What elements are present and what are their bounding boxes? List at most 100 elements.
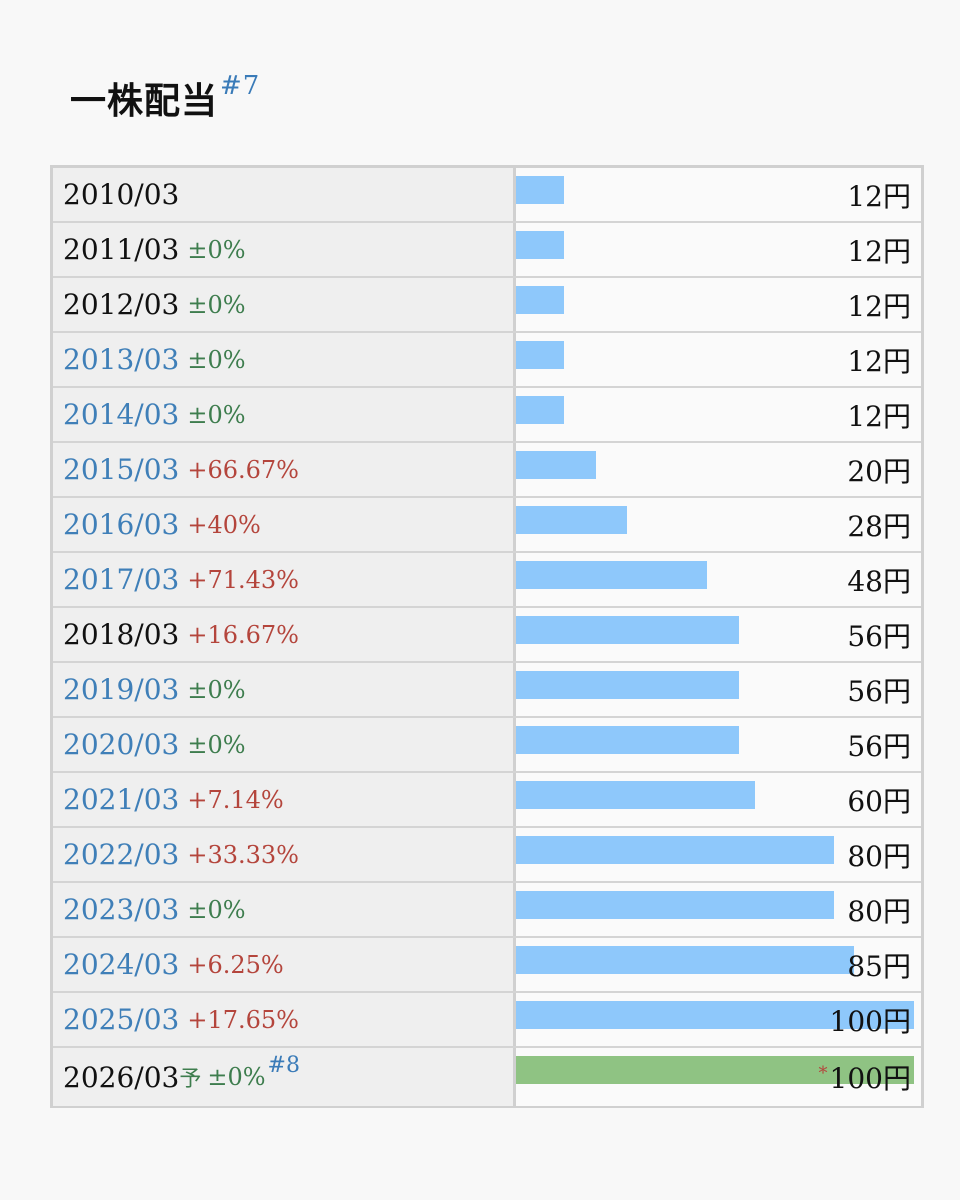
bar-cell: 20円	[516, 443, 921, 496]
bar-cell: 48円	[516, 553, 921, 606]
bar-cell: 80円	[516, 883, 921, 936]
bar-cell: 85円	[516, 938, 921, 991]
bar-cell: 56円	[516, 718, 921, 771]
period-link[interactable]: 2022/03	[63, 838, 180, 871]
dividend-bar	[516, 836, 834, 864]
forecast-mark: 予	[179, 1067, 202, 1092]
period-link[interactable]: 2014/03	[63, 398, 180, 431]
bar-cell: 100円	[516, 993, 921, 1046]
period-label: 2018/03	[63, 618, 180, 651]
period-cell: 2022/03 +33.33%	[53, 828, 516, 881]
dividend-value: 28円	[847, 498, 911, 551]
dividend-bar	[516, 176, 564, 204]
change-rate: +16.67%	[187, 620, 299, 649]
dividend-value-text: 20円	[847, 454, 911, 488]
dividend-value: 60円	[847, 773, 911, 826]
dividend-bar	[516, 396, 564, 424]
table-row: 2023/03 ±0% 80円	[53, 883, 921, 938]
dividend-value-text: 85円	[847, 949, 911, 983]
table-row: 2018/03 +16.67% 56円	[53, 608, 921, 663]
change-rate: +66.67%	[187, 455, 299, 484]
change-rate: +33.33%	[187, 840, 299, 869]
period-cell: 2010/03	[53, 168, 516, 221]
period-cell: 2012/03 ±0%	[53, 278, 516, 331]
period-cell: 2013/03 ±0%	[53, 333, 516, 386]
dividend-bar	[516, 561, 707, 589]
period-link[interactable]: 2024/03	[63, 948, 180, 981]
period-cell: 2017/03 +71.43%	[53, 553, 516, 606]
page-title: 一株配当#7	[70, 71, 261, 124]
period-cell: 2026/03 予 ±0% #8	[53, 1048, 516, 1106]
dividend-value-text: 80円	[847, 894, 911, 928]
dividend-value: 12円	[847, 223, 911, 276]
table-row: 2024/03 +6.25% 85円	[53, 938, 921, 993]
period-link[interactable]: 2019/03	[63, 673, 180, 706]
dividend-value: 48円	[847, 553, 911, 606]
dividend-bar	[516, 341, 564, 369]
table-row: 2012/03 ±0% 12円	[53, 278, 921, 333]
period-link[interactable]: 2020/03	[63, 728, 180, 761]
dividend-table: 2010/03 12円 2011/03 ±0% 12円 2012/03 ±0% 12円 2013…	[50, 165, 924, 1108]
dividend-value-text: 56円	[847, 729, 911, 763]
table-row: 2021/03 +7.14% 60円	[53, 773, 921, 828]
change-rate: +17.65%	[187, 1005, 299, 1034]
change-rate: ±0%	[187, 290, 246, 319]
page-title-text: 一株配当	[70, 80, 219, 122]
period-link[interactable]: 2016/03	[63, 508, 180, 541]
dividend-bar	[516, 506, 627, 534]
table-row: 2025/03 +17.65% 100円	[53, 993, 921, 1048]
period-cell: 2025/03 +17.65%	[53, 993, 516, 1046]
dividend-value: 80円	[847, 883, 911, 936]
period-cell: 2014/03 ±0%	[53, 388, 516, 441]
dividend-bar	[516, 781, 755, 809]
period-link[interactable]: 2015/03	[63, 453, 180, 486]
bar-cell: 60円	[516, 773, 921, 826]
bar-cell: * 100円	[516, 1048, 921, 1106]
change-rate: ±0%	[187, 345, 246, 374]
dividend-value: * 100円	[819, 1048, 911, 1106]
table-row: 2017/03 +71.43% 48円	[53, 553, 921, 608]
dividend-value-text: 12円	[847, 399, 911, 433]
dividend-bar	[516, 616, 739, 644]
dividend-value-text: 28円	[847, 509, 911, 543]
period-link[interactable]: 2013/03	[63, 343, 180, 376]
period-link[interactable]: 2017/03	[63, 563, 180, 596]
change-rate: +40%	[187, 510, 261, 539]
change-rate: +6.25%	[187, 950, 284, 979]
table-row: 2022/03 +33.33% 80円	[53, 828, 921, 883]
period-cell: 2020/03 ±0%	[53, 718, 516, 771]
table-row: 2015/03 +66.67% 20円	[53, 443, 921, 498]
dividend-value-text: 12円	[847, 344, 911, 378]
forecast-note-link[interactable]: #8	[267, 1052, 300, 1078]
bar-cell: 12円	[516, 223, 921, 276]
dividend-value-text: 60円	[847, 784, 911, 818]
title-note-link[interactable]: #7	[220, 71, 261, 101]
dividend-value-text: 12円	[847, 179, 911, 213]
dividend-value: 12円	[847, 168, 911, 221]
period-link[interactable]: 2023/03	[63, 893, 180, 926]
dividend-bar	[516, 231, 564, 259]
dividend-bar	[516, 726, 739, 754]
table-row: 2019/03 ±0% 56円	[53, 663, 921, 718]
period-link[interactable]: 2025/03	[63, 1003, 180, 1036]
table-row: 2020/03 ±0% 56円	[53, 718, 921, 773]
bar-cell: 80円	[516, 828, 921, 881]
dividend-value-text: 100円	[829, 1004, 911, 1038]
period-cell: 2011/03 ±0%	[53, 223, 516, 276]
table-row: 2010/03 12円	[53, 168, 921, 223]
dividend-value-text: 100円	[829, 1062, 911, 1095]
bar-cell: 12円	[516, 278, 921, 331]
dividend-bar	[516, 451, 596, 479]
period-link[interactable]: 2021/03	[63, 783, 180, 816]
table-row: 2011/03 ±0% 12円	[53, 223, 921, 278]
period-cell: 2024/03 +6.25%	[53, 938, 516, 991]
period-cell: 2019/03 ±0%	[53, 663, 516, 716]
dividend-bar	[516, 1001, 914, 1029]
forecast-asterisk: *	[818, 1062, 828, 1084]
period-cell: 2016/03 +40%	[53, 498, 516, 551]
dividend-value: 12円	[847, 388, 911, 441]
dividend-value: 56円	[847, 718, 911, 771]
change-rate: +71.43%	[187, 565, 299, 594]
dividend-value-text: 80円	[847, 839, 911, 873]
dividend-bar	[516, 946, 854, 974]
